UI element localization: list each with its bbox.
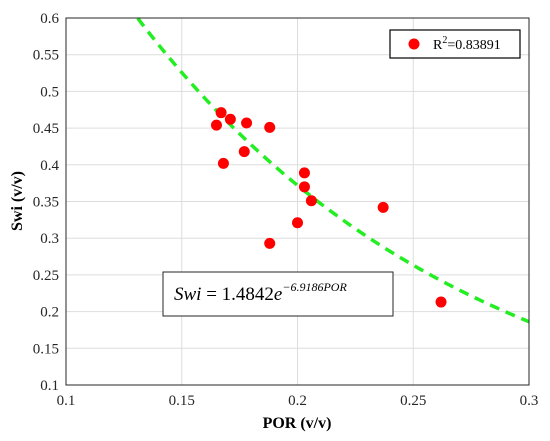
equation-text: Swi = 1.4842e−6.9186POR	[174, 280, 347, 305]
y-tick-label: 0.35	[33, 195, 59, 211]
data-point	[215, 107, 227, 119]
data-point	[377, 201, 389, 213]
grid-lines	[65, 17, 530, 386]
data-point	[264, 121, 276, 133]
y-tick-label: 0.45	[33, 121, 59, 137]
data-point	[305, 195, 317, 207]
x-tick-label: 0.1	[57, 393, 76, 409]
x-tick-label: 0.25	[400, 393, 426, 409]
legend-label: R2=0.83891	[433, 35, 501, 53]
data-points	[210, 107, 447, 308]
y-tick-label: 0.15	[33, 341, 59, 357]
y-tick-labels: 0.1 0.15 0.2 0.25 0.3 0.35 0.4 0.45 0.5 0.55 0.6	[33, 11, 60, 394]
y-tick-label: 0.25	[33, 268, 59, 284]
y-tick-label: 0.4	[40, 158, 59, 174]
data-point	[435, 296, 447, 308]
legend: R2=0.83891	[389, 29, 521, 59]
x-tick-label: 0.15	[169, 393, 195, 409]
legend-marker	[408, 38, 420, 50]
fit-curve	[136, 17, 530, 324]
y-tick-label: 0.2	[40, 305, 59, 321]
data-point	[217, 157, 229, 169]
x-tick-labels: 0.1 0.15 0.2 0.25 0.3	[57, 393, 539, 409]
fit-equation: Swi = 1.4842e−6.9186POR	[162, 271, 394, 317]
y-tick-label: 0.1	[40, 378, 59, 394]
x-tick-label: 0.2	[288, 393, 307, 409]
fit-curve-layer	[136, 17, 530, 324]
data-point	[238, 146, 250, 158]
y-axis-label: Swi (v/v)	[9, 171, 26, 231]
data-point	[264, 237, 276, 249]
data-point	[292, 217, 303, 229]
data-point	[298, 181, 310, 193]
x-axis-label: POR (v/v)	[263, 415, 332, 432]
y-tick-label: 0.5	[40, 84, 59, 100]
y-tick-label: 0.3	[40, 231, 59, 247]
data-point	[210, 119, 222, 131]
data-point	[241, 117, 253, 129]
data-point	[224, 113, 236, 125]
x-tick-label: 0.3	[520, 393, 539, 409]
y-tick-label: 0.55	[33, 48, 59, 64]
y-tick-label: 0.6	[40, 11, 59, 27]
data-point	[298, 167, 310, 179]
equation-box	[162, 271, 394, 317]
plot-frame	[65, 17, 530, 386]
